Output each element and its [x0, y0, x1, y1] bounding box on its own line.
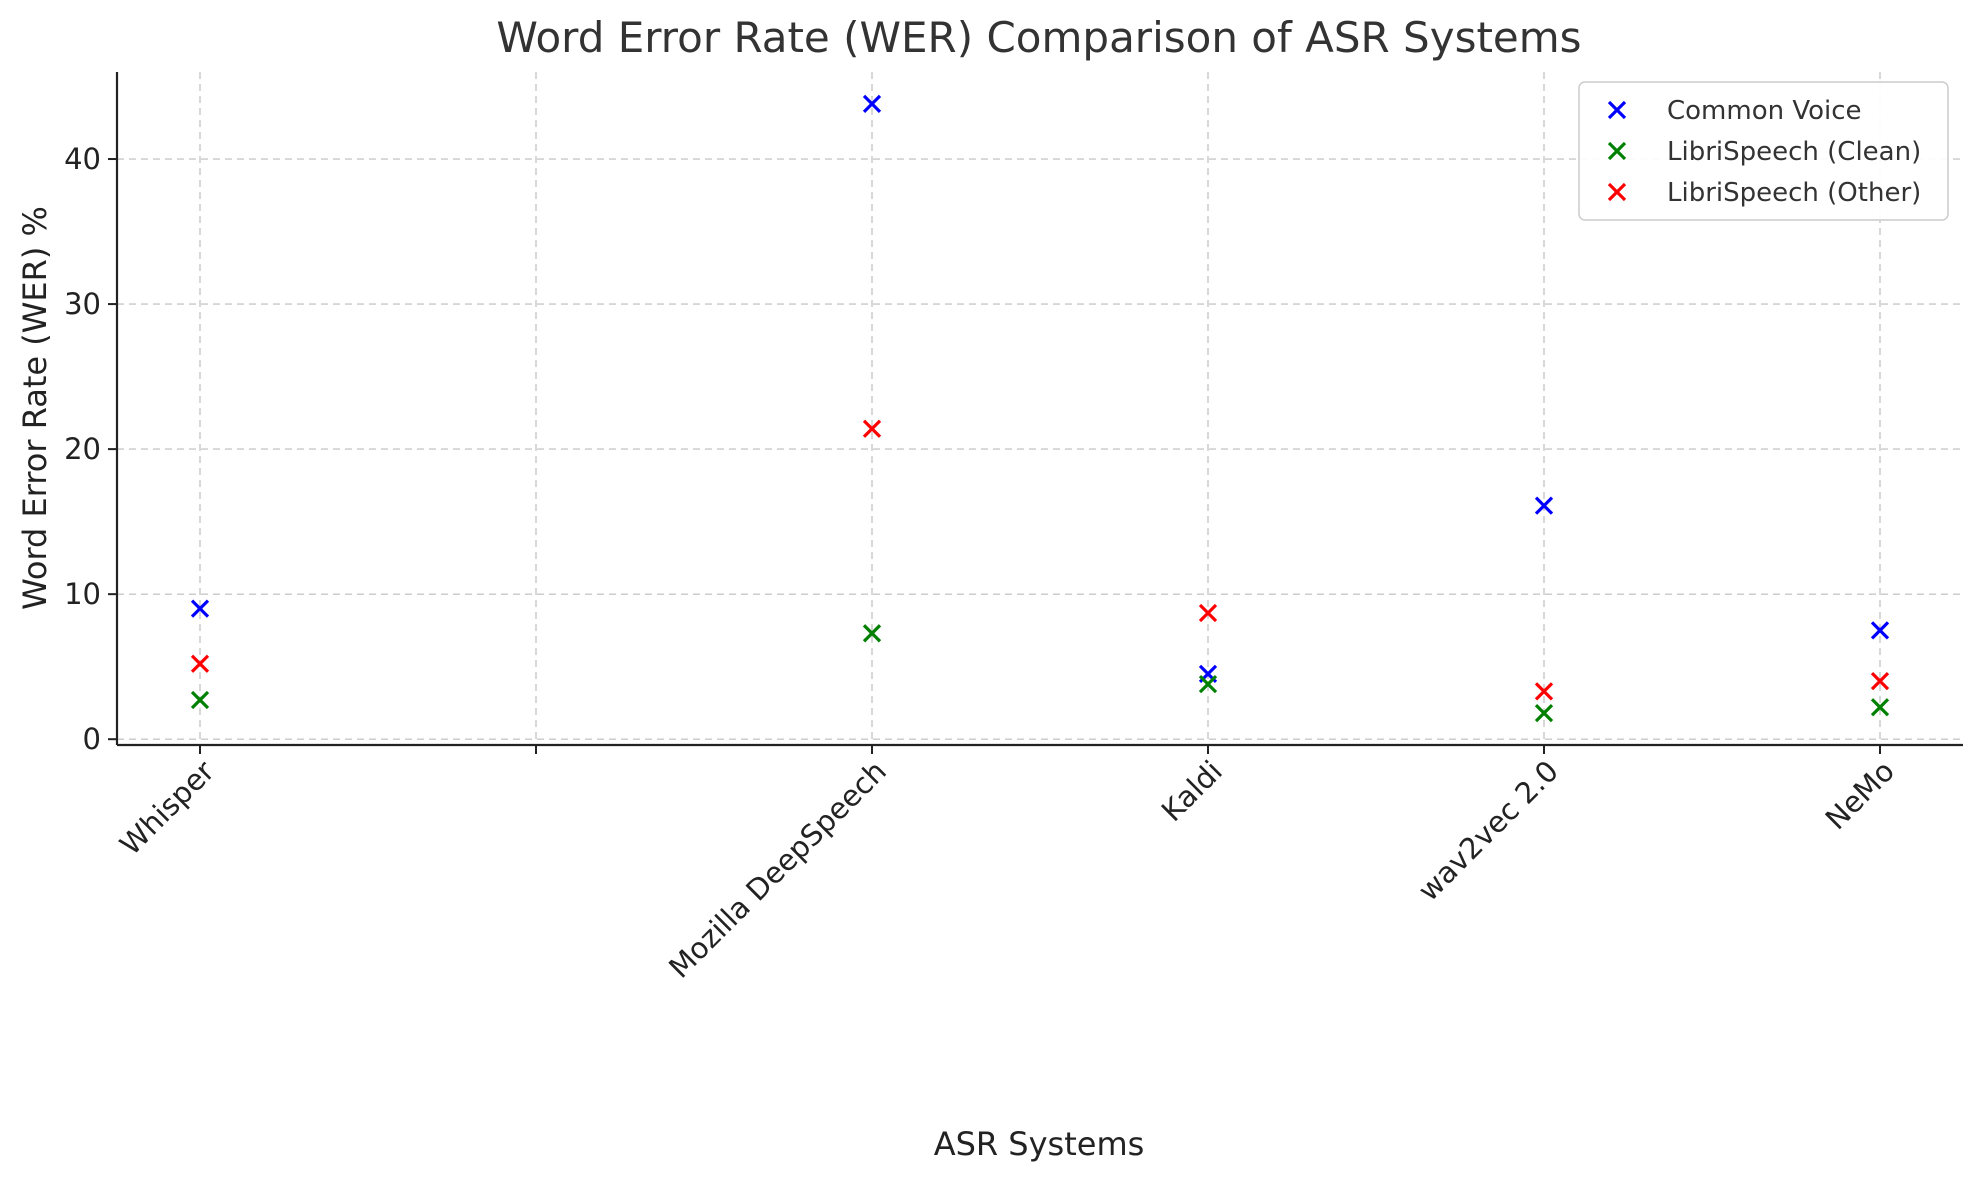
data-point	[1870, 621, 1890, 640]
data-point	[190, 690, 210, 710]
x-axis-label: ASR Systems	[934, 1125, 1145, 1163]
y-axis-label: Word Error Rate (WER) %	[16, 206, 54, 610]
data-point	[862, 419, 882, 438]
ticks-layer: Whisper Mozilla DeepSpeech Kaldi wav2vec 2.…	[64, 142, 1901, 985]
legend-label: LibriSpeech (Clean)	[1667, 137, 1921, 167]
data-point	[1534, 496, 1554, 515]
data-point	[862, 624, 882, 643]
x-tick-label: NeMo	[1819, 754, 1901, 836]
x-tick-label: Whisper	[113, 754, 221, 862]
legend-marker	[1607, 100, 1627, 120]
legend-marker	[1607, 141, 1627, 161]
y-tick-label: 10	[64, 577, 101, 611]
legend-marker	[1607, 182, 1627, 202]
y-tick-label: 0	[83, 722, 101, 756]
y-tick-label: 40	[64, 142, 101, 176]
data-point	[1870, 672, 1890, 691]
chart-title: Word Error Rate (WER) Comparison of ASR …	[496, 13, 1581, 62]
x-tick-label: Kaldi	[1155, 754, 1229, 828]
data-point	[1870, 698, 1890, 717]
legend-label: Common Voice	[1667, 96, 1862, 126]
y-tick-label: 20	[64, 432, 101, 466]
axes-layer	[115, 72, 1963, 747]
data-point	[862, 94, 882, 114]
data-point	[190, 654, 210, 673]
legend: Common Voice LibriSpeech (Clean) LibriSpee…	[1578, 81, 1949, 221]
data-point	[1534, 703, 1554, 723]
data-point	[190, 599, 210, 618]
data-point	[1198, 603, 1218, 623]
x-tick-label: Mozilla DeepSpeech	[662, 754, 893, 985]
data-point	[1198, 674, 1218, 694]
points-layer	[190, 94, 1890, 723]
y-tick-label: 30	[64, 287, 101, 321]
x-tick-label: wav2vec 2.0	[1411, 754, 1565, 908]
legend-box	[1578, 81, 1949, 221]
legend-label: LibriSpeech (Other)	[1667, 178, 1921, 208]
data-point	[1534, 682, 1554, 701]
